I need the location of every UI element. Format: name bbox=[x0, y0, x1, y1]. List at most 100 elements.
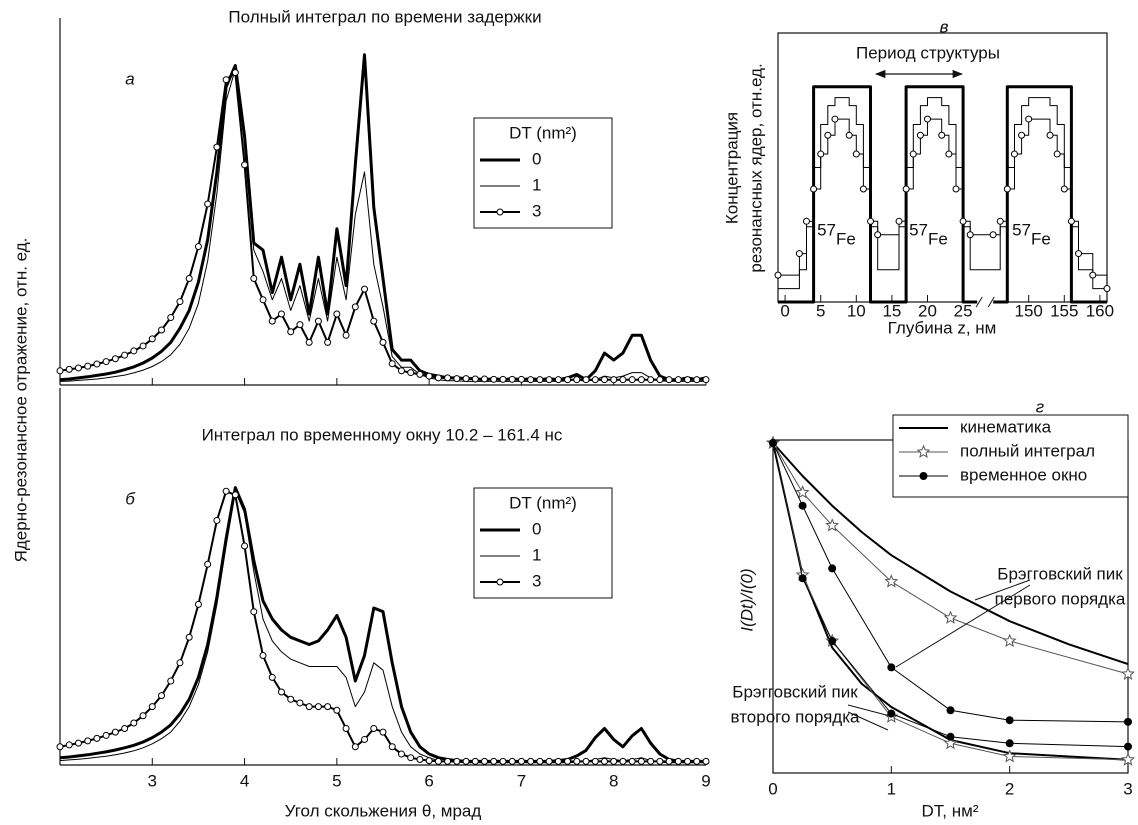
data-point bbox=[909, 150, 917, 158]
data-point bbox=[231, 69, 239, 77]
x-tick-label: 7 bbox=[517, 771, 526, 790]
data-point bbox=[946, 732, 955, 741]
data-point bbox=[158, 692, 166, 700]
data-point bbox=[277, 310, 285, 318]
data-point bbox=[213, 143, 221, 151]
y-axis-label: Концентрация bbox=[722, 112, 741, 224]
series-line bbox=[778, 118, 1108, 289]
data-point bbox=[65, 365, 73, 373]
data-point bbox=[444, 374, 452, 382]
data-point bbox=[93, 360, 101, 368]
x-axis-label: Угол скольжения θ, мрад bbox=[285, 801, 482, 820]
data-point bbox=[287, 328, 295, 336]
data-point bbox=[222, 76, 230, 84]
data-point bbox=[1046, 131, 1054, 139]
data-point bbox=[444, 757, 452, 765]
data-point bbox=[1121, 666, 1135, 680]
data-point bbox=[966, 231, 974, 239]
data-point bbox=[693, 376, 701, 384]
data-point bbox=[769, 439, 777, 447]
data-point bbox=[517, 375, 525, 383]
legend-label: временное окно bbox=[960, 465, 1087, 484]
data-point bbox=[674, 376, 682, 384]
data-point bbox=[1005, 716, 1014, 725]
legend-title: DT (nm²) bbox=[509, 123, 577, 142]
data-point bbox=[231, 491, 239, 499]
data-point bbox=[693, 757, 701, 765]
data-point bbox=[665, 757, 673, 765]
data-point bbox=[665, 376, 673, 384]
legend-title: DT (nm²) bbox=[509, 493, 577, 512]
data-point bbox=[887, 709, 896, 718]
data-point bbox=[554, 757, 562, 765]
data-point bbox=[490, 375, 498, 383]
y-axis-label: Ядерно-резонансное отражение, отн. ед. bbox=[11, 238, 30, 563]
legend-label: полный интеграл bbox=[960, 441, 1095, 460]
data-point bbox=[268, 673, 276, 681]
data-point bbox=[111, 728, 119, 736]
axis-break bbox=[975, 296, 983, 308]
data-point bbox=[314, 703, 322, 711]
data-point bbox=[259, 652, 267, 659]
legend-label: 1 bbox=[532, 545, 541, 564]
data-point bbox=[852, 150, 860, 158]
data-point bbox=[996, 217, 1004, 225]
chart-title: Полный интеграл по времени задержки bbox=[228, 7, 541, 26]
panel-label: в bbox=[940, 17, 949, 36]
data-point bbox=[471, 375, 479, 383]
data-point bbox=[296, 321, 304, 329]
x-tick-label: 8 bbox=[609, 771, 618, 790]
data-point bbox=[74, 739, 82, 747]
data-point bbox=[859, 185, 867, 193]
data-point bbox=[989, 231, 997, 239]
data-point bbox=[462, 757, 470, 765]
data-point bbox=[902, 185, 910, 193]
annotation-pointer bbox=[847, 711, 889, 731]
data-point bbox=[342, 725, 350, 732]
data-point bbox=[600, 757, 608, 765]
data-point bbox=[795, 485, 810, 499]
data-point bbox=[379, 728, 387, 736]
x-tick-label: 6 bbox=[424, 771, 433, 790]
data-point bbox=[305, 338, 313, 346]
data-point bbox=[628, 757, 636, 765]
annotation-pointer bbox=[895, 584, 1031, 668]
data-point bbox=[647, 757, 655, 765]
legend-label: 3 bbox=[532, 571, 541, 590]
isotope-element: Fe bbox=[928, 229, 948, 248]
data-point bbox=[139, 712, 147, 720]
y-axis-label: резонансных ядер, отн.ед. bbox=[746, 63, 765, 272]
data-point bbox=[545, 757, 553, 765]
data-point bbox=[305, 703, 313, 711]
x-tick-label: 1 bbox=[887, 779, 896, 798]
data-point bbox=[148, 703, 156, 711]
axis-break bbox=[987, 296, 995, 308]
data-point bbox=[517, 757, 525, 765]
data-point bbox=[656, 757, 664, 765]
data-point bbox=[527, 376, 535, 384]
data-point bbox=[527, 757, 535, 765]
data-point bbox=[831, 115, 839, 123]
data-point bbox=[56, 367, 64, 375]
data-point bbox=[176, 298, 184, 306]
data-point bbox=[817, 150, 825, 158]
data-point bbox=[499, 757, 507, 765]
data-point bbox=[1002, 749, 1017, 763]
legend-marker bbox=[496, 578, 504, 586]
data-point bbox=[314, 317, 322, 325]
data-point bbox=[241, 161, 249, 169]
data-point bbox=[943, 610, 958, 624]
data-point bbox=[388, 360, 396, 368]
x-tick-label: 5 bbox=[816, 301, 825, 320]
data-point bbox=[536, 376, 544, 384]
data-point bbox=[250, 275, 258, 282]
series-line bbox=[59, 490, 706, 764]
series-line bbox=[59, 53, 707, 382]
data-point bbox=[637, 376, 645, 384]
data-point bbox=[582, 757, 590, 765]
data-point bbox=[591, 757, 599, 765]
data-point bbox=[945, 150, 953, 158]
data-point bbox=[637, 757, 645, 765]
